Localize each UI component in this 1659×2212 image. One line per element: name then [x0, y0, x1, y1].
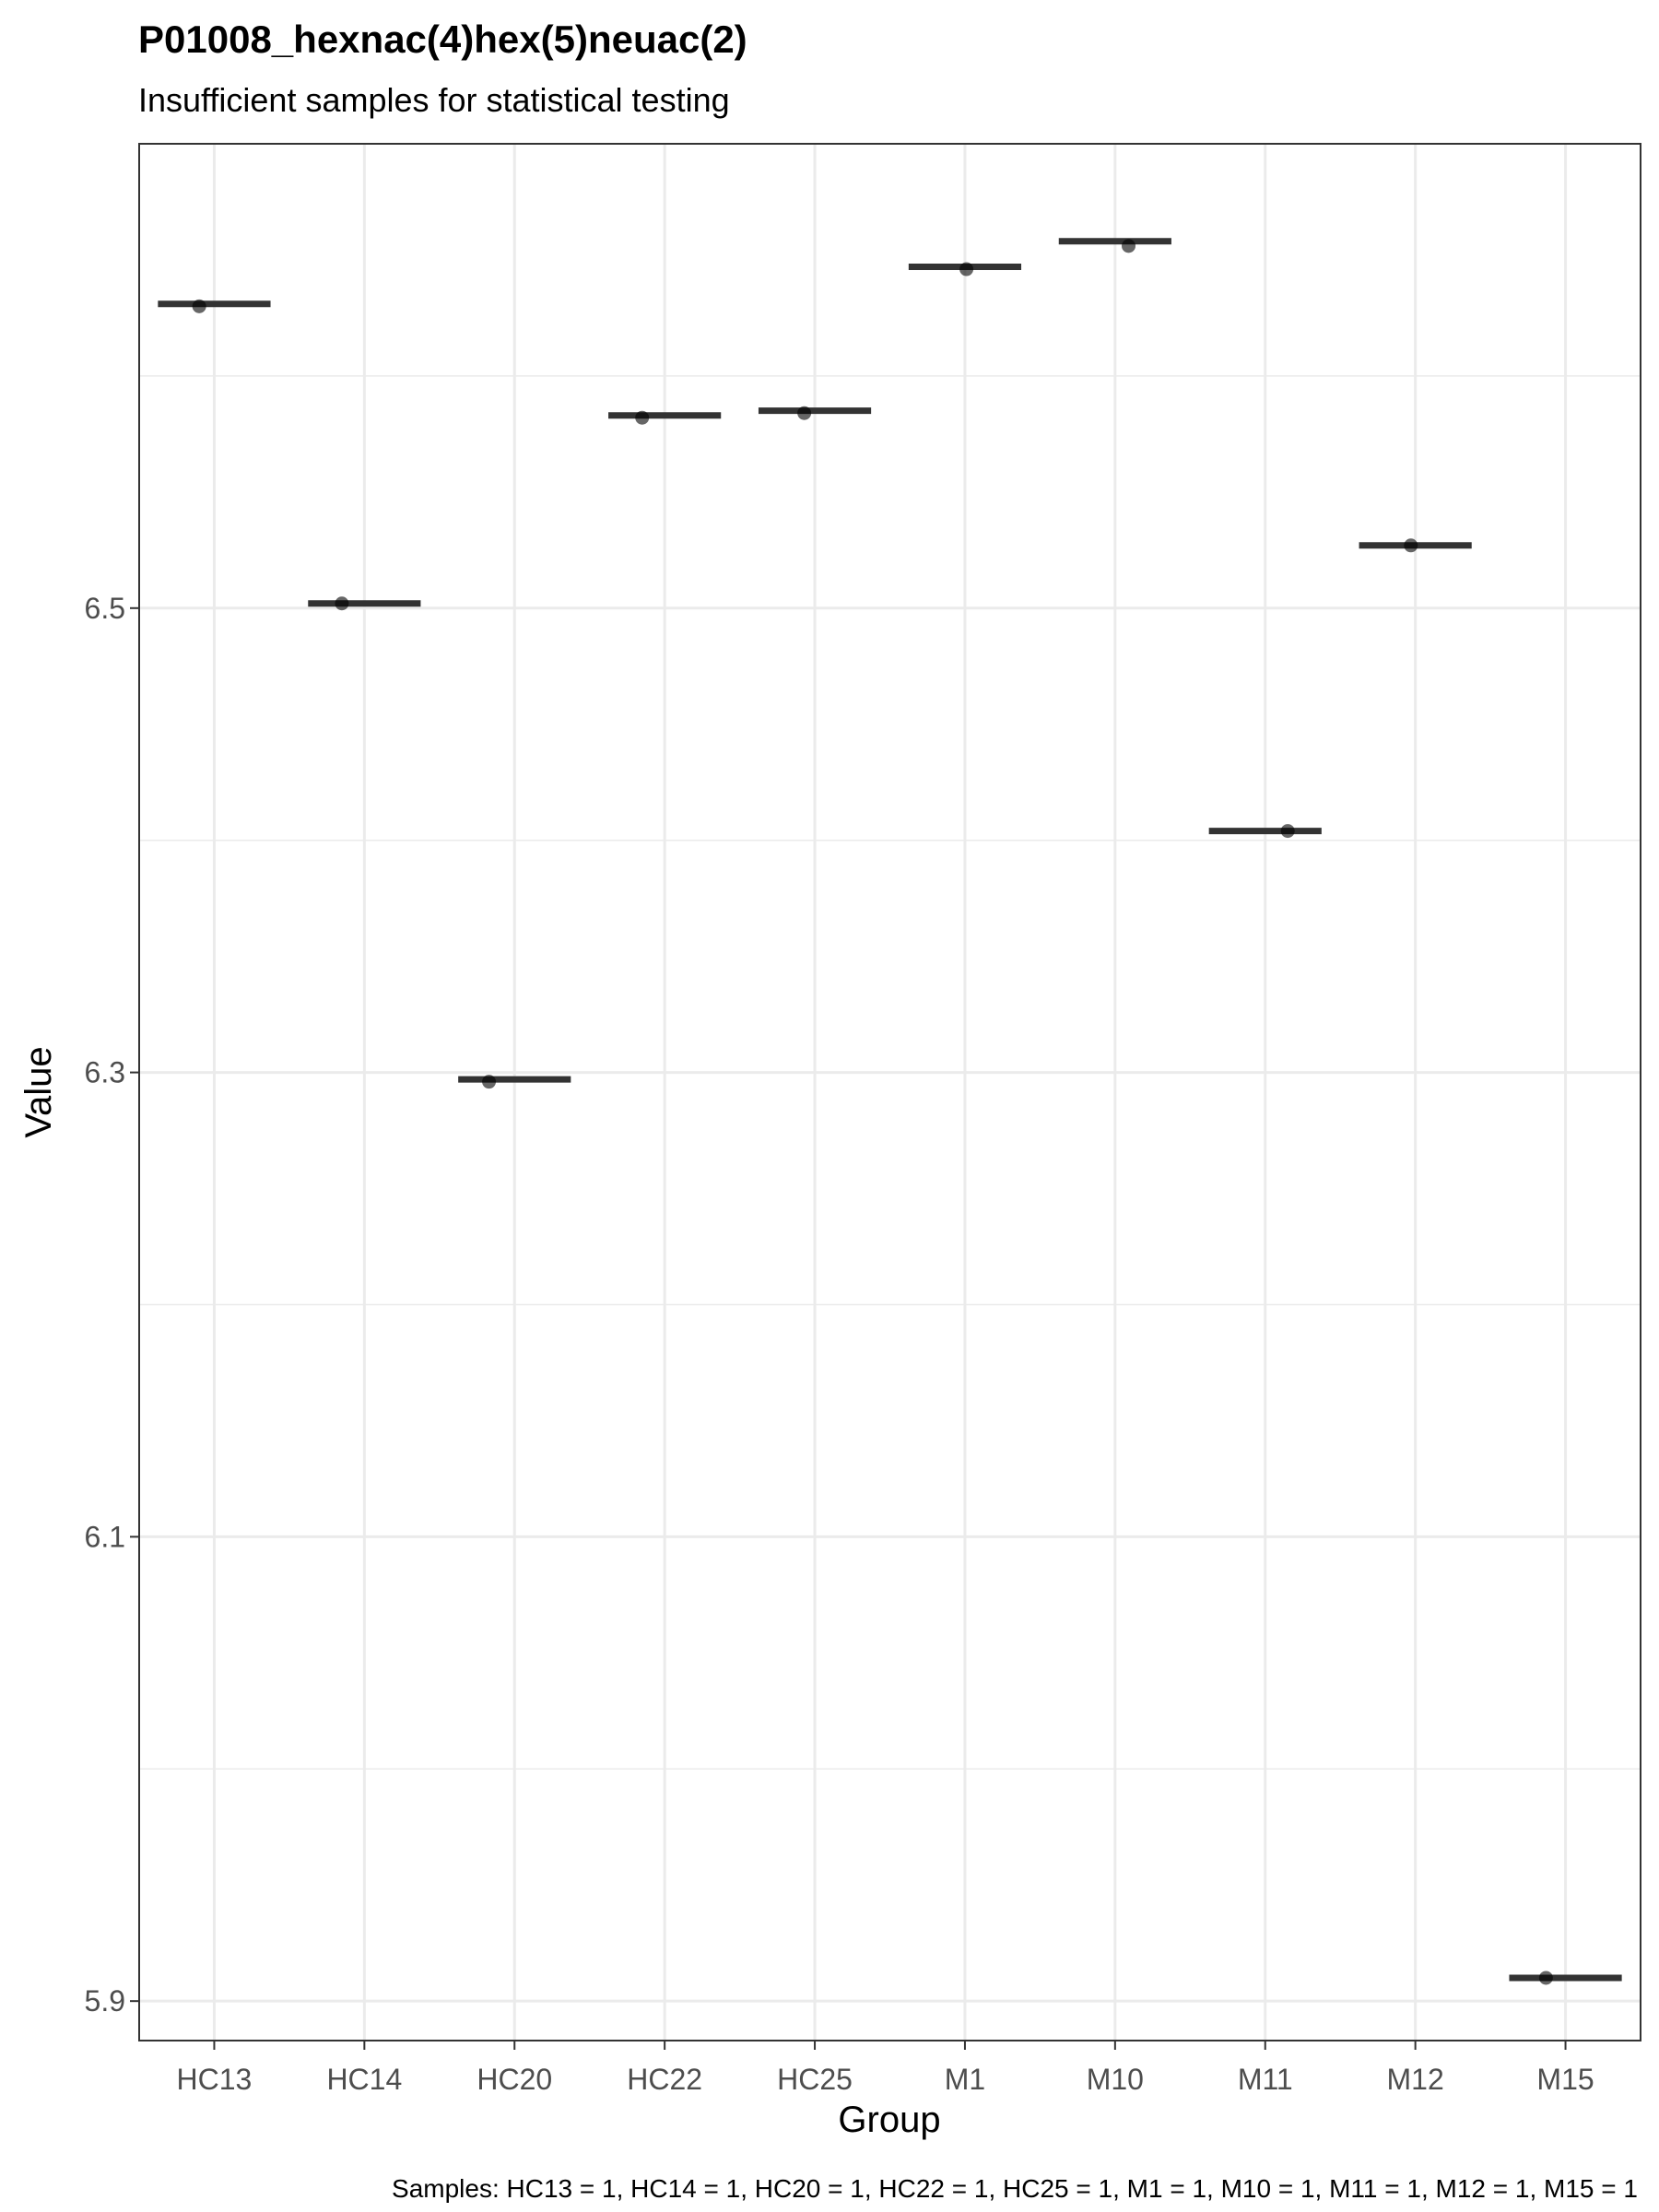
data-point	[797, 406, 812, 420]
y-axis-title: Value	[18, 1046, 59, 1137]
data-point	[482, 1075, 497, 1089]
x-tick-label: HC13	[177, 2063, 253, 2096]
x-tick-label: HC20	[477, 2063, 552, 2096]
x-tick-label: HC14	[326, 2063, 402, 2096]
panel-border	[138, 143, 1641, 2041]
x-tick-label: M11	[1238, 2063, 1293, 2096]
plot-data	[158, 238, 1622, 1985]
data-point	[335, 596, 349, 611]
x-tick-label: M15	[1536, 2063, 1594, 2096]
data-point	[635, 410, 650, 425]
y-tick-label: 6.3	[85, 1056, 125, 1089]
x-tick-label: M12	[1387, 2063, 1444, 2096]
sample-caption: Samples: HC13 = 1, HC14 = 1, HC20 = 1, H…	[392, 2174, 1638, 2203]
data-point	[192, 299, 206, 313]
chart-title: P01008_hexnac(4)hex(5)neuac(2)	[138, 18, 747, 61]
data-point	[1404, 538, 1418, 553]
y-tick-label: 6.5	[85, 592, 125, 625]
y-tick-label: 6.1	[85, 1520, 125, 1553]
x-tick-label: HC25	[777, 2063, 853, 2096]
x-tick-label: M1	[945, 2063, 985, 2096]
x-tick-label: HC22	[627, 2063, 702, 2096]
data-point	[1538, 1971, 1553, 1985]
grid	[139, 144, 1641, 2041]
axes: 5.9 6.1 6.3 6.5 HC13 HC14 HC20 HC22 HC25 M1 M10 M11…	[85, 592, 1594, 2096]
x-tick-label: M10	[1087, 2063, 1144, 2096]
data-point	[1280, 824, 1295, 839]
x-axis-title: Group	[838, 2100, 940, 2140]
data-point	[1122, 239, 1136, 253]
y-tick-label: 5.9	[85, 1984, 125, 2018]
chart-subtitle: Insufficient samples for statistical tes…	[138, 81, 730, 119]
data-point	[959, 262, 974, 276]
